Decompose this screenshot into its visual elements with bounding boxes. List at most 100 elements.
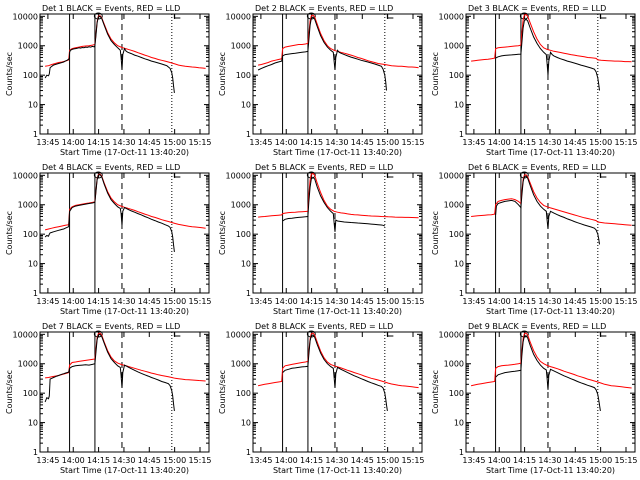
series-events-line <box>44 174 175 252</box>
y-axis-label: Counts/sec <box>5 370 14 414</box>
x-tick-label: 14:00 <box>275 297 298 306</box>
panel-1: Det 1 BLACK = Events, RED = LLD 1 10 100 100… <box>5 4 212 157</box>
panel-title: Det 2 BLACK = Events, RED = LLD <box>255 4 393 13</box>
x-tick-label: 15:00 <box>376 456 399 465</box>
x-tick-label: 14:00 <box>275 456 298 465</box>
x-tick-label: 15:15 <box>401 297 424 306</box>
y-tick-label: 1 <box>33 289 38 298</box>
x-tick-label: 14:00 <box>488 297 511 306</box>
x-tick-label: 14:00 <box>275 138 298 147</box>
x-tick-label: 15:00 <box>376 138 399 147</box>
y-axis-label: Counts/sec <box>431 370 440 414</box>
plot-frame <box>39 172 210 294</box>
x-tick-label: 14:15 <box>513 138 536 147</box>
x-tick-label: 14:15 <box>300 297 323 306</box>
y-tick-label: 10000 <box>226 12 251 21</box>
x-tick-label: 14:30 <box>112 297 135 306</box>
x-tick-label: 14:00 <box>62 138 85 147</box>
x-tick-label: 14:15 <box>300 138 323 147</box>
x-tick-label: 15:00 <box>163 297 186 306</box>
x-tick-label: 14:00 <box>62 456 85 465</box>
panel-4: Det 4 BLACK = Events, RED = LLD 1 10 100 100… <box>5 163 212 316</box>
peak-marker <box>306 171 316 179</box>
y-tick-label: 10 <box>454 419 464 428</box>
series-events-line <box>495 18 600 91</box>
y-tick-label: 100 <box>23 230 38 239</box>
x-tick-label: 14:00 <box>488 456 511 465</box>
y-tick-label: 1000 <box>231 360 251 369</box>
x-tick-label: 13:45 <box>249 297 272 306</box>
panel-title: Det 1 BLACK = Events, RED = LLD <box>42 4 180 13</box>
x-tick-label: 14:45 <box>351 456 374 465</box>
series-lld-line <box>44 173 206 231</box>
y-tick-label: 10000 <box>13 330 38 339</box>
y-tick-label: 1000 <box>444 360 464 369</box>
series-lld-line <box>470 332 632 389</box>
y-tick-label: 100 <box>449 230 464 239</box>
x-axis-label: Start Time (17-Oct-11 13:40:20) <box>486 307 615 316</box>
panel-8: Det 8 BLACK = Events, RED = LLD 1 10 100 100… <box>218 322 425 475</box>
panel-title: Det 7 BLACK = Events, RED = LLD <box>42 322 180 331</box>
y-tick-label: 10 <box>241 101 251 110</box>
peak-marker <box>93 171 103 179</box>
x-tick-label: 15:15 <box>401 138 424 147</box>
x-tick-label: 13:45 <box>462 138 485 147</box>
panel-9: Det 9 BLACK = Events, RED = LLD 1 10 100 100… <box>431 322 638 475</box>
y-axis-label: Counts/sec <box>218 211 227 255</box>
plot-frame <box>39 13 210 135</box>
peak-marker <box>519 12 529 20</box>
y-tick-label: 1 <box>459 130 464 139</box>
x-tick-label: 14:30 <box>112 138 135 147</box>
series-events-line <box>257 16 387 91</box>
y-tick-label: 1 <box>33 130 38 139</box>
plot-frame <box>465 172 636 294</box>
x-tick-label: 15:15 <box>614 297 637 306</box>
y-tick-label: 100 <box>236 71 251 80</box>
end-marker <box>173 14 181 19</box>
panel-3: Det 3 BLACK = Events, RED = LLD 1 10 100 100… <box>431 4 638 157</box>
y-tick-label: 1 <box>459 289 464 298</box>
panel-title: Det 6 BLACK = Events, RED = LLD <box>468 163 606 172</box>
end-marker <box>599 332 607 337</box>
x-tick-label: 14:30 <box>325 138 348 147</box>
series-events-line <box>495 335 601 411</box>
panel-title: Det 9 BLACK = Events, RED = LLD <box>468 322 606 331</box>
x-tick-label: 14:30 <box>325 456 348 465</box>
x-axis-label: Start Time (17-Oct-11 13:40:20) <box>60 466 189 475</box>
x-tick-label: 15:00 <box>589 138 612 147</box>
series-lld-line <box>258 14 419 69</box>
end-marker <box>386 332 394 337</box>
x-tick-label: 15:15 <box>614 456 637 465</box>
x-tick-label: 15:00 <box>589 456 612 465</box>
series-events-line <box>282 176 385 232</box>
x-tick-label: 14:15 <box>513 456 536 465</box>
panel-5: Det 5 BLACK = Events, RED = LLD 1 10 100 100… <box>218 163 425 316</box>
x-tick-label: 15:00 <box>376 297 399 306</box>
x-tick-label: 14:30 <box>538 456 561 465</box>
x-tick-label: 14:45 <box>564 297 587 306</box>
x-tick-label: 13:45 <box>36 138 59 147</box>
x-axis-label: Start Time (17-Oct-11 13:40:20) <box>273 307 402 316</box>
y-tick-label: 1000 <box>18 201 38 210</box>
y-tick-label: 1000 <box>444 201 464 210</box>
x-tick-label: 15:00 <box>163 138 186 147</box>
x-tick-label: 15:00 <box>589 297 612 306</box>
series-events-line <box>282 334 388 411</box>
panel-title: Det 8 BLACK = Events, RED = LLD <box>255 322 393 331</box>
x-tick-label: 13:45 <box>249 138 272 147</box>
x-tick-label: 14:30 <box>538 138 561 147</box>
y-axis-label: Counts/sec <box>5 211 14 255</box>
panel-6: Det 6 BLACK = Events, RED = LLD 1 10 100 100… <box>431 163 638 316</box>
x-axis-label: Start Time (17-Oct-11 13:40:20) <box>486 466 615 475</box>
y-tick-label: 10 <box>28 419 38 428</box>
y-tick-label: 10 <box>454 260 464 269</box>
series-lld-line <box>45 15 206 69</box>
y-tick-label: 10000 <box>13 12 38 21</box>
series-lld-line <box>471 13 632 63</box>
y-tick-label: 10000 <box>13 171 38 180</box>
x-tick-label: 13:45 <box>36 456 59 465</box>
x-tick-label: 14:15 <box>513 297 536 306</box>
y-tick-label: 10000 <box>226 171 251 180</box>
y-tick-label: 10 <box>28 101 38 110</box>
